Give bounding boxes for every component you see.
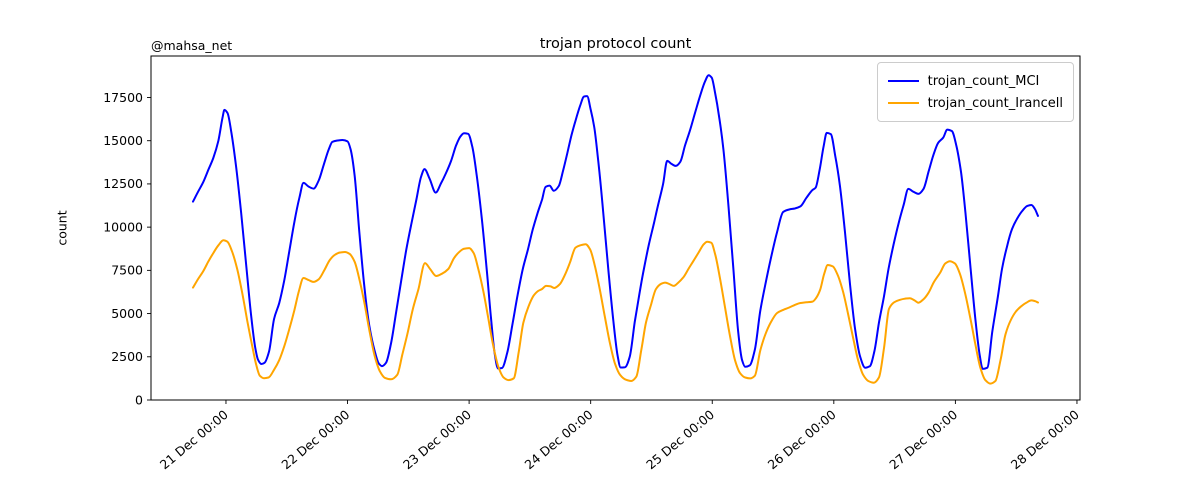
chart-title: trojan protocol count [539, 36, 692, 52]
y-tick-label: 12500 [103, 176, 143, 191]
x-tick-label: 21 Dec 00:00 [157, 407, 231, 473]
x-tick-label: 26 Dec 00:00 [765, 407, 839, 473]
x-tick-label: 24 Dec 00:00 [522, 407, 596, 473]
x-tick-label: 22 Dec 00:00 [278, 407, 352, 473]
y-tick-label: 15000 [103, 133, 143, 148]
x-tick-label: 23 Dec 00:00 [400, 407, 474, 473]
legend-item: trojan_count_MCI [887, 70, 1063, 92]
x-tick-label: 25 Dec 00:00 [643, 407, 717, 473]
legend-label-irancell: trojan_count_Irancell [927, 95, 1063, 111]
series-line-mci [192, 74, 1039, 370]
y-tick-label: 5000 [111, 306, 143, 321]
y-axis-label: count [54, 210, 70, 246]
y-tick-label: 0 [135, 392, 143, 407]
legend-label-mci: trojan_count_MCI [927, 73, 1040, 89]
legend-swatch-mci [887, 80, 919, 82]
series-line-irancell [192, 239, 1039, 385]
x-tick-label: 27 Dec 00:00 [886, 407, 960, 473]
legend: trojan_count_MCI trojan_count_Irancell [876, 62, 1074, 122]
y-tick-label: 2500 [111, 349, 143, 364]
x-tick-label: 28 Dec 00:00 [1008, 407, 1082, 473]
legend-swatch-irancell [887, 102, 919, 104]
y-tick-label: 10000 [103, 219, 143, 234]
y-tick-label: 7500 [111, 263, 143, 278]
watermark: @mahsa_net [151, 38, 233, 53]
legend-item: trojan_count_Irancell [887, 92, 1063, 114]
y-tick-label: 17500 [103, 90, 143, 105]
